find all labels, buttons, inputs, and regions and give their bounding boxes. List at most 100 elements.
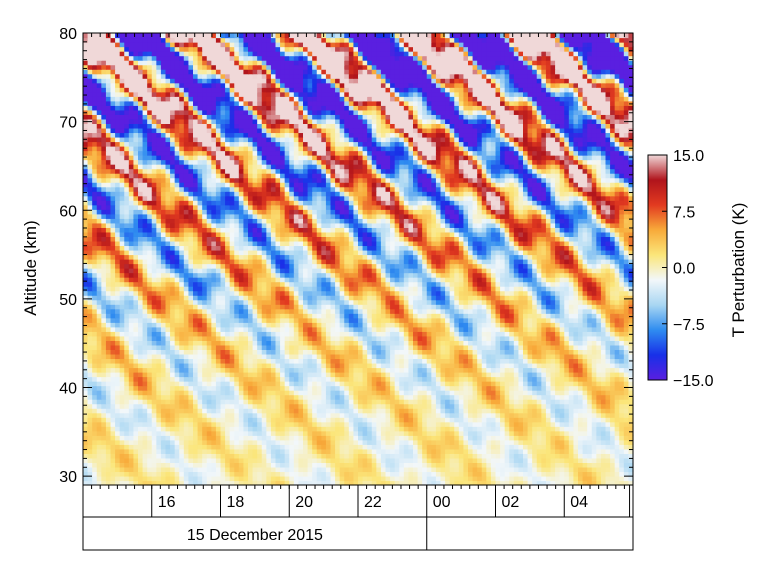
heatmap-cell bbox=[619, 358, 625, 364]
heatmap-cell bbox=[371, 448, 377, 454]
heatmap-cell bbox=[348, 471, 355, 477]
heatmap-cell bbox=[215, 412, 222, 418]
heatmap-cell bbox=[220, 367, 226, 373]
heatmap-cell bbox=[458, 435, 465, 441]
heatmap-cell bbox=[96, 408, 102, 414]
heatmap-cell bbox=[115, 299, 121, 305]
heatmap-cell bbox=[193, 444, 199, 450]
heatmap-cell bbox=[321, 430, 327, 436]
heatmap-cell bbox=[628, 299, 634, 305]
heatmap-cell bbox=[403, 385, 410, 391]
heatmap-cell bbox=[202, 399, 208, 405]
heatmap-cell bbox=[243, 385, 249, 391]
heatmap-cell bbox=[591, 439, 597, 445]
heatmap-cell bbox=[573, 313, 579, 319]
heatmap-cell bbox=[316, 421, 322, 427]
heatmap-cell bbox=[303, 439, 309, 445]
heatmap-cell bbox=[87, 457, 93, 463]
heatmap-cell bbox=[362, 475, 368, 482]
heatmap-cell bbox=[193, 430, 199, 436]
heatmap-cell bbox=[463, 426, 469, 432]
heatmap-cell bbox=[270, 439, 277, 445]
heatmap-cell bbox=[101, 466, 107, 473]
heatmap-cell bbox=[275, 331, 281, 337]
heatmap-cell bbox=[303, 444, 309, 450]
heatmap-cell bbox=[619, 471, 625, 477]
heatmap-cell bbox=[289, 444, 295, 450]
heatmap-cell bbox=[101, 353, 107, 360]
heatmap-cell bbox=[431, 317, 437, 323]
heatmap-cell bbox=[619, 304, 625, 310]
heatmap-cell bbox=[325, 399, 332, 405]
heatmap-cell bbox=[600, 475, 607, 482]
heatmap-cell bbox=[293, 340, 300, 346]
heatmap-cell bbox=[147, 448, 153, 454]
heatmap-cell bbox=[307, 381, 313, 387]
heatmap-cell bbox=[128, 331, 135, 337]
heatmap-cell bbox=[605, 480, 611, 486]
heatmap-cell bbox=[87, 453, 93, 459]
heatmap-cell bbox=[293, 353, 300, 360]
heatmap-cell bbox=[261, 304, 267, 310]
heatmap-cell bbox=[545, 421, 552, 427]
heatmap-cell bbox=[183, 399, 190, 405]
heatmap-cell bbox=[578, 417, 584, 423]
heatmap-cell bbox=[243, 417, 249, 423]
heatmap-cell bbox=[527, 466, 533, 473]
heatmap-cell bbox=[385, 403, 391, 409]
heatmap-cell bbox=[110, 394, 116, 400]
heatmap-cell bbox=[587, 376, 593, 382]
heatmap-cell bbox=[591, 435, 597, 441]
heatmap-cell bbox=[610, 313, 616, 319]
heatmap-cell bbox=[110, 322, 116, 328]
heatmap-cell bbox=[477, 399, 483, 405]
heatmap-cell bbox=[261, 471, 267, 477]
heatmap-cell bbox=[119, 340, 125, 346]
heatmap-cell bbox=[481, 299, 487, 305]
heatmap-cell bbox=[468, 403, 474, 409]
heatmap-cell bbox=[376, 408, 382, 414]
heatmap-cell bbox=[330, 408, 336, 414]
heatmap-cell bbox=[229, 444, 235, 450]
heatmap-cell bbox=[298, 385, 304, 391]
heatmap-cell bbox=[619, 462, 625, 468]
heatmap-cell bbox=[568, 331, 575, 337]
heatmap-cell bbox=[559, 362, 565, 369]
heatmap-cell bbox=[523, 322, 529, 328]
heatmap-cell bbox=[527, 362, 533, 369]
heatmap-cell bbox=[564, 475, 570, 482]
heatmap-cell bbox=[179, 475, 185, 482]
heatmap-cell bbox=[339, 394, 345, 400]
heatmap-cell bbox=[353, 466, 359, 473]
heatmap-cell bbox=[435, 335, 442, 341]
heatmap-cell bbox=[426, 439, 432, 445]
heatmap-cell bbox=[110, 466, 116, 473]
heatmap-cell bbox=[321, 331, 327, 337]
heatmap-cell bbox=[513, 344, 520, 350]
heatmap-cell bbox=[426, 367, 432, 373]
heatmap-cell bbox=[312, 353, 318, 360]
heatmap-cell bbox=[523, 317, 529, 323]
heatmap-cell bbox=[183, 358, 190, 364]
heatmap-cell bbox=[335, 317, 341, 323]
heatmap-cell bbox=[385, 412, 391, 418]
heatmap-cell bbox=[101, 349, 107, 355]
heatmap-cell bbox=[591, 335, 597, 341]
heatmap-cell bbox=[257, 444, 263, 450]
heatmap-cell bbox=[151, 385, 157, 391]
heatmap-cell bbox=[270, 295, 277, 301]
heatmap-cell bbox=[96, 439, 102, 445]
heatmap-cell bbox=[568, 475, 575, 482]
heatmap-cell bbox=[408, 295, 414, 301]
heatmap-cell bbox=[147, 439, 153, 445]
heatmap-cell bbox=[280, 430, 286, 436]
heatmap-cell bbox=[275, 462, 281, 468]
heatmap-cell bbox=[293, 394, 300, 400]
heatmap-cell bbox=[468, 390, 474, 396]
heatmap-cell bbox=[431, 344, 437, 350]
heatmap-cell bbox=[138, 399, 144, 405]
heatmap-cell bbox=[555, 453, 561, 459]
heatmap-cell bbox=[142, 403, 148, 409]
heatmap-cell bbox=[628, 394, 634, 400]
